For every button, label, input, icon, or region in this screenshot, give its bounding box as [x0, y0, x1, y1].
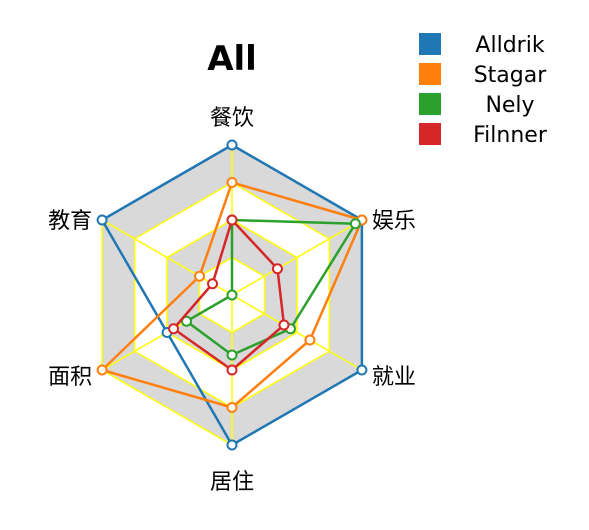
- axis-label: 教育: [48, 209, 92, 234]
- series-point: [226, 364, 238, 376]
- series-point: [181, 315, 193, 327]
- chart-title: All: [207, 39, 257, 79]
- axis-label: 餐饮: [210, 106, 254, 131]
- series-point: [226, 349, 238, 361]
- series-point: [226, 177, 238, 188]
- series-point: [226, 402, 238, 413]
- legend: Alldrik Stagar Nely Filnner: [419, 33, 548, 148]
- axis-label: 就业: [372, 365, 416, 390]
- legend-swatch: [419, 123, 441, 145]
- legend-label: Nely: [485, 93, 534, 118]
- series-point: [271, 263, 283, 275]
- series-point: [349, 218, 361, 230]
- grid-spoke: [231, 219, 363, 296]
- legend-swatch: [419, 33, 441, 55]
- axis-label: 居住: [210, 470, 254, 495]
- series-point: [226, 439, 238, 451]
- series-point: [278, 319, 290, 331]
- grid-spoke: [231, 294, 363, 371]
- axis-label: 面积: [48, 365, 92, 390]
- legend-swatch: [419, 93, 441, 115]
- series-point: [304, 334, 316, 346]
- series-point: [226, 139, 238, 151]
- series-point: [207, 278, 219, 290]
- legend-label: Filnner: [473, 123, 548, 148]
- series-point: [356, 364, 368, 376]
- series-point: [96, 364, 108, 376]
- series-point: [168, 323, 180, 335]
- series-point: [226, 289, 238, 301]
- series-point: [226, 214, 238, 226]
- series-point: [194, 270, 206, 282]
- legend-label: Stagar: [474, 63, 548, 88]
- legend-label: Alldrik: [475, 33, 544, 58]
- series-layer: [96, 139, 368, 451]
- legend-swatch: [419, 63, 441, 85]
- grid-band: [167, 220, 297, 370]
- axis-label: 娱乐: [372, 209, 416, 234]
- series-point: [96, 214, 108, 226]
